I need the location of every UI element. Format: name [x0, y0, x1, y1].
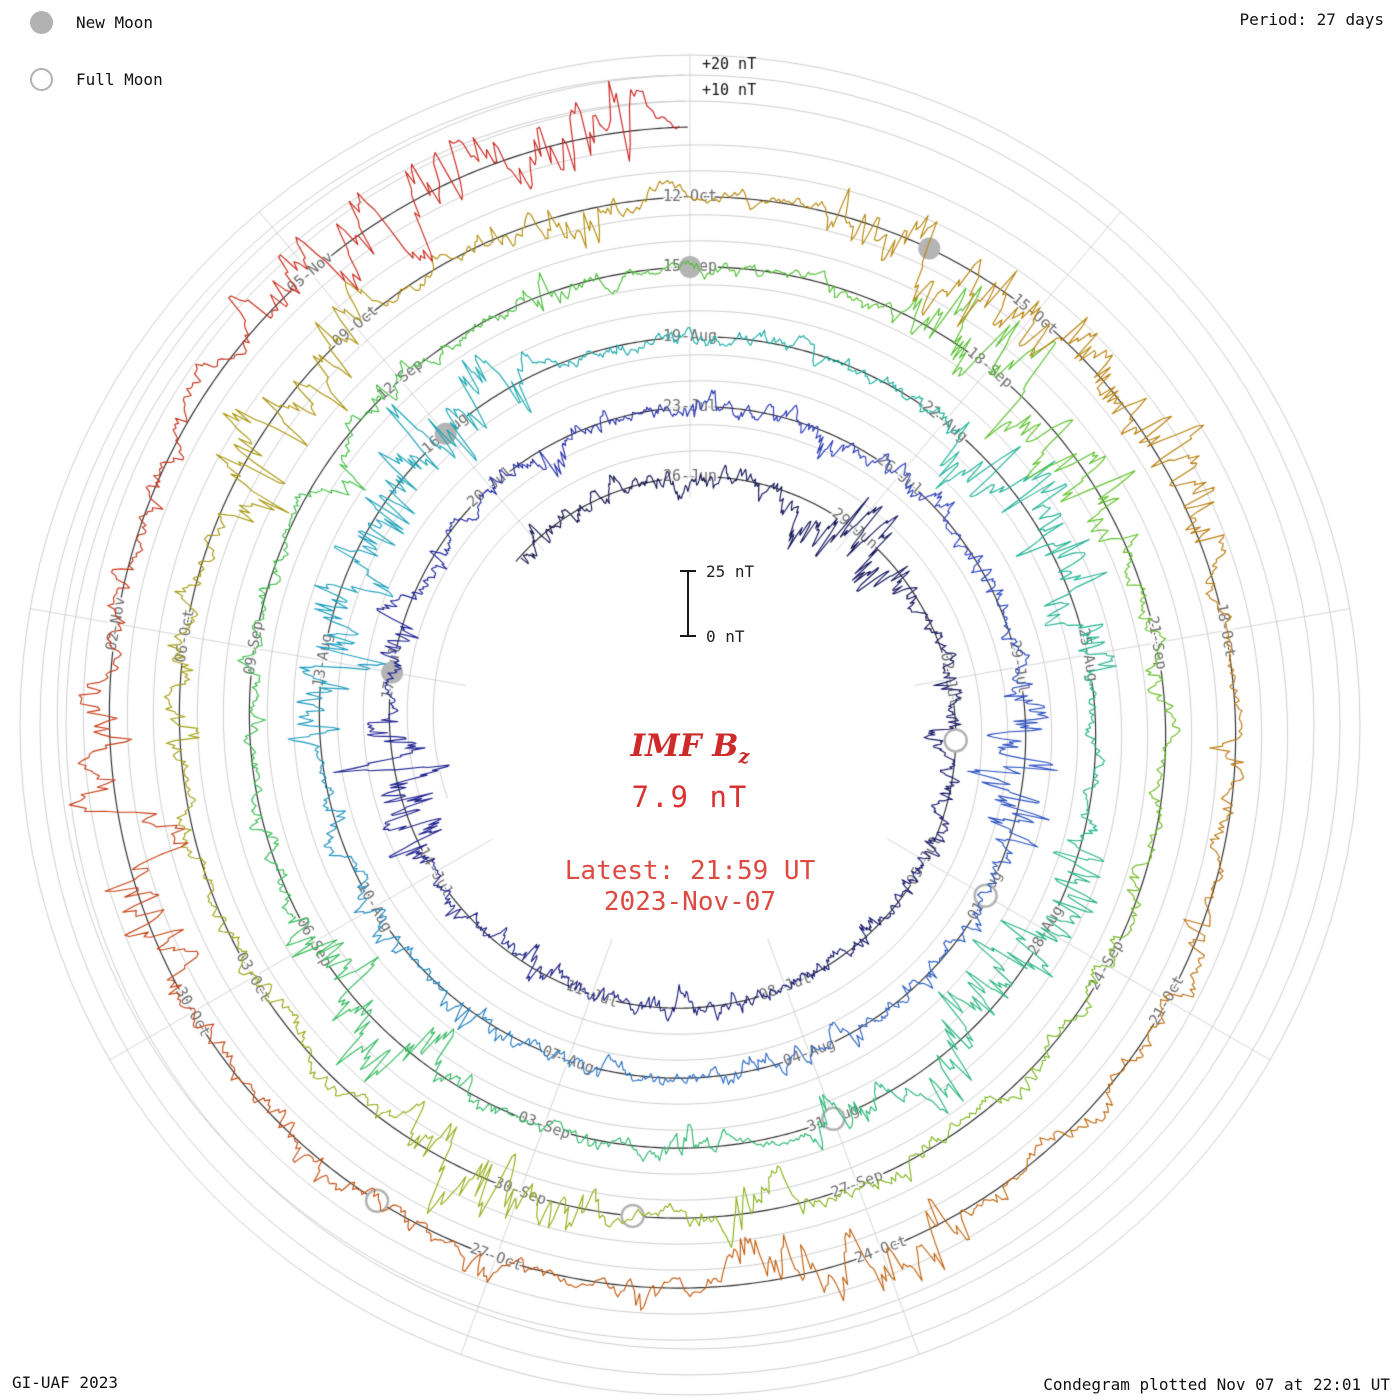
moon-legend: New Moon Full Moon — [30, 8, 163, 122]
legend-new-moon: New Moon — [30, 8, 163, 36]
legend-full-moon: Full Moon — [30, 65, 163, 93]
plotted-timestamp-label: Condegram plotted Nov 07 at 22:01 UT — [1043, 1375, 1390, 1394]
radial-scale-bar — [687, 570, 689, 637]
credit-label: GI-UAF 2023 — [12, 1373, 118, 1392]
radial-scale-bar-top-cap — [680, 570, 696, 572]
period-label: Period: 27 days — [1239, 10, 1385, 29]
chart-title: IMF Bz — [565, 728, 815, 768]
latest-bz-value: 7.9 nT — [631, 780, 749, 815]
radial-scale-bar-bottom-cap — [680, 635, 696, 637]
full-moon-icon — [30, 67, 53, 91]
new-moon-icon — [30, 10, 53, 34]
chart-title-main: IMF B — [630, 728, 739, 764]
latest-time-label: Latest: 21:59 UT — [564, 856, 816, 887]
legend-full-moon-label: Full Moon — [76, 69, 163, 89]
chart-title-subscript: z — [738, 745, 750, 769]
legend-new-moon-label: New Moon — [76, 12, 154, 32]
scale-0nt-label: 0 nT — [706, 627, 745, 646]
latest-date-label: 2023-Nov-07 — [603, 887, 777, 918]
center-annotations: IMF Bz 7.9 nT Latest: 21:59 UT 2023-Nov-… — [565, 728, 815, 917]
scale-25nt-label: 25 nT — [706, 562, 755, 581]
